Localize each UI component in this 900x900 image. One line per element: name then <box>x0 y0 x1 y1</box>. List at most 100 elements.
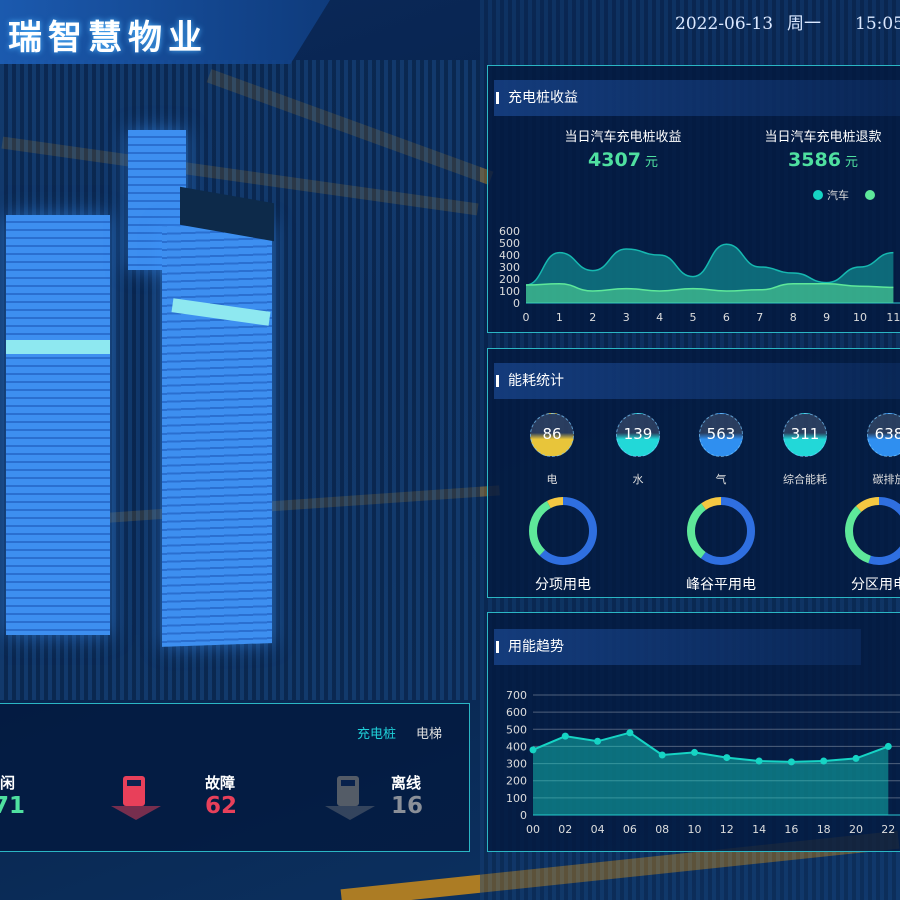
x-tick-label: 10 <box>853 311 867 324</box>
series-area <box>533 732 889 815</box>
data-point <box>626 729 634 737</box>
data-point <box>529 746 537 754</box>
chart-legend[interactable]: 汽车 <box>813 187 875 203</box>
date: 2022-06-13 <box>675 14 774 34</box>
y-tick-label: 0 <box>513 297 520 310</box>
y-tick-label: 200 <box>506 775 527 788</box>
x-tick-label: 11 <box>886 311 900 324</box>
y-tick-label: 0 <box>520 809 527 822</box>
energy-ball-label: 综合能耗 <box>783 473 827 486</box>
y-tick-label: 400 <box>506 740 527 753</box>
donut-label: 分项用电 <box>535 577 591 593</box>
status-idle: 空闲 271 <box>0 772 25 819</box>
x-tick-label: 3 <box>623 311 630 324</box>
x-tick-label: 20 <box>849 823 863 836</box>
daily-revenue-stat: 当日汽车充电桩收益 4307 元 <box>538 126 708 171</box>
donut-segment <box>687 497 755 565</box>
y-tick-label: 500 <box>506 723 527 736</box>
x-tick-label: 5 <box>690 311 697 324</box>
y-tick-label: 600 <box>506 706 527 719</box>
x-tick-label: 4 <box>656 311 663 324</box>
stat-unit: 元 <box>844 155 858 170</box>
charging-pile-fault-icon <box>111 776 161 824</box>
panel-title: 用能趋势 <box>494 629 861 665</box>
status-label: 空闲 <box>0 774 16 792</box>
energy-trend-panel: 用能趋势 <box>487 612 900 852</box>
data-point <box>820 757 828 765</box>
y-tick-label: 100 <box>506 792 527 805</box>
data-point <box>852 754 860 762</box>
donut-charts <box>529 497 900 565</box>
data-point <box>755 757 763 765</box>
x-tick-label: 02 <box>558 823 572 836</box>
x-tick-label: 7 <box>756 311 763 324</box>
data-point <box>723 754 731 762</box>
header: 瑞智慧物业 2022-06-13 周一 15:05 <box>0 0 900 66</box>
y-tick-label: 300 <box>506 758 527 771</box>
x-tick-label: 0 <box>523 311 530 324</box>
x-tick-label: 18 <box>817 823 831 836</box>
energy-ball-label: 碳排放 <box>872 473 900 486</box>
status-value: 62 <box>205 793 238 819</box>
y-tick-label: 200 <box>499 273 520 286</box>
series-line <box>525 283 894 292</box>
stat-value: 3586 <box>788 149 841 171</box>
legend-marker-icon <box>865 190 875 200</box>
x-tick-label: 10 <box>688 823 702 836</box>
donut-segment <box>687 497 755 565</box>
daily-refund-stat: 当日汽车充电桩退款 3586 元 <box>738 126 900 171</box>
charging-pile-offline-icon <box>325 776 375 824</box>
x-tick-label: 16 <box>784 823 798 836</box>
x-tick-label: 22 <box>881 823 895 836</box>
data-point <box>594 737 602 745</box>
energy-ball: 563 <box>699 413 743 457</box>
data-point <box>884 742 892 750</box>
energy-stats-panel: 能耗统计 86 电 139 水 563 气 311 综合能耗 638 碳排放 分项用电 峰谷平用电 分… <box>487 348 900 598</box>
x-tick-label: 06 <box>623 823 637 836</box>
y-tick-label: 300 <box>499 261 520 274</box>
energy-ball-label: 水 <box>632 473 644 486</box>
device-status-panel: 充电桩 电梯 空闲 271 故障 62 离线 16 <box>0 703 470 852</box>
legend-label: 汽车 <box>827 189 849 202</box>
status-label: 离线 <box>391 774 422 792</box>
series-area <box>526 283 894 303</box>
energy-trend-chart: 0 100 200 300 400 500 600 700 00 02 04 06 08 10 12 14 16… <box>506 689 900 836</box>
status-value: 16 <box>391 793 424 819</box>
donut-segment <box>845 497 900 565</box>
data-point <box>787 758 795 766</box>
energy-ball-label: 电 <box>546 473 558 486</box>
tab-charging-pile[interactable]: 充电桩 <box>357 727 397 742</box>
y-tick-label: 400 <box>499 249 520 262</box>
title-banner <box>0 0 330 64</box>
panel-title: 充电桩收益 <box>494 80 900 116</box>
y-tick-label: 600 <box>499 225 520 238</box>
energy-ball: 139 <box>616 413 660 457</box>
app-title: 瑞智慧物业 <box>8 18 208 58</box>
data-point <box>658 751 666 759</box>
donut-label: 峰谷平用电 <box>686 577 756 593</box>
x-tick-label: 08 <box>655 823 669 836</box>
energy-ball: 638 <box>867 413 900 457</box>
series-line <box>525 243 894 286</box>
y-tick-label: 500 <box>499 237 520 250</box>
time: 15:05 <box>855 14 900 34</box>
status-label: 故障 <box>205 774 236 792</box>
tab-elevator[interactable]: 电梯 <box>416 727 443 742</box>
data-point <box>561 732 569 740</box>
x-tick-label: 2 <box>589 311 596 324</box>
datetime: 2022-06-13 周一 15:05 <box>675 9 900 34</box>
stat-label: 当日汽车充电桩退款 <box>764 130 882 145</box>
x-tick-label: 04 <box>591 823 605 836</box>
data-point <box>691 748 698 756</box>
stat-unit: 元 <box>644 155 658 170</box>
y-tick-label: 700 <box>506 689 527 702</box>
donut-segment <box>529 497 597 565</box>
donut-label: 分区用电 <box>851 577 900 593</box>
energy-ball: 311 <box>783 413 827 457</box>
donut-segment <box>845 497 900 565</box>
status-offline: 离线 16 <box>391 772 423 819</box>
weekday: 周一 <box>787 14 822 34</box>
status-value: 271 <box>0 793 26 819</box>
stat-value: 4307 <box>588 149 641 171</box>
